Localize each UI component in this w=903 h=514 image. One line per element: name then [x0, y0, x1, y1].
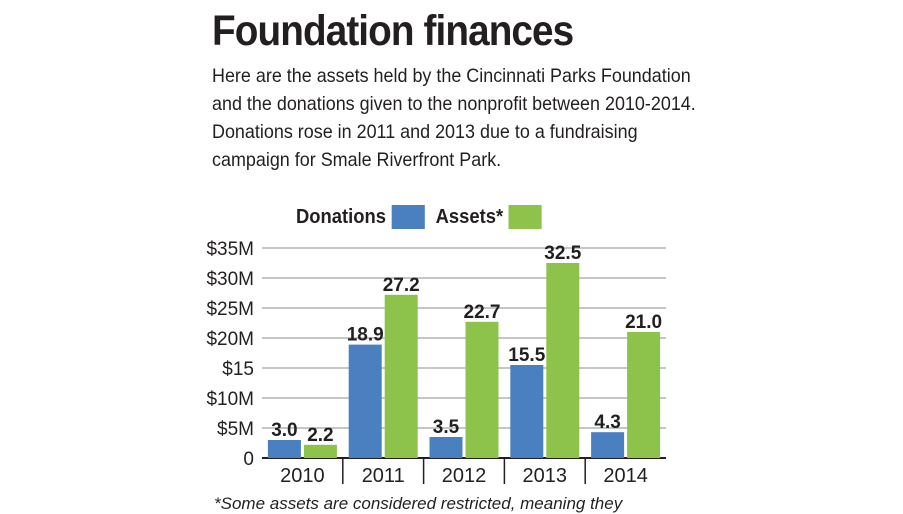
chart-title: Foundation finances	[212, 7, 574, 55]
legend-label-donations: Donations	[296, 205, 386, 228]
x-tick-label: 2014	[603, 465, 648, 487]
bar-donations	[591, 432, 625, 458]
x-tick-label: 2011	[362, 465, 405, 487]
data-label-donations: 15.5	[508, 345, 545, 366]
legend-swatch-donations	[391, 205, 425, 229]
data-label-assets: 27.2	[383, 275, 420, 296]
y-tick-label: 0	[243, 449, 254, 470]
bar-assets	[465, 321, 499, 458]
y-tick-label: $5M	[217, 419, 254, 440]
bar-assets	[303, 444, 337, 458]
y-tick-label: $25M	[206, 299, 254, 320]
bar-donations	[348, 344, 382, 458]
x-tick-label: 2012	[442, 465, 487, 487]
data-label-assets: 22.7	[464, 302, 501, 323]
data-label-assets: 2.2	[307, 425, 333, 446]
y-tick-label: $15	[222, 359, 254, 380]
data-label-assets: 32.5	[544, 243, 581, 264]
legend-label-assets: Assets*	[435, 205, 504, 228]
legend: Donations Assets*	[296, 203, 549, 231]
bar-assets	[627, 332, 661, 458]
data-label-assets: 21.0	[625, 312, 662, 333]
bar-assets	[384, 294, 418, 458]
y-tick-label: $35M	[206, 239, 254, 260]
bar-donations	[267, 440, 301, 458]
data-label-donations: 3.5	[433, 417, 460, 438]
bar-donations	[429, 437, 463, 458]
bar-donations	[510, 365, 544, 458]
x-tick-label: 2013	[523, 465, 568, 487]
legend-swatch-assets	[508, 205, 542, 229]
x-tick-label: 2010	[280, 465, 325, 487]
bar-assets	[546, 263, 580, 458]
data-label-donations: 18.9	[347, 325, 384, 346]
y-tick-label: $20M	[206, 329, 254, 350]
data-label-donations: 3.0	[271, 420, 297, 441]
chart-description: Here are the assets held by the Cincinna…	[212, 65, 696, 171]
y-tick-label: $10M	[206, 389, 254, 410]
footnote: *Some assets are considered restricted, …	[214, 494, 623, 513]
data-label-donations: 4.3	[594, 412, 620, 433]
y-tick-label: $30M	[206, 269, 254, 290]
